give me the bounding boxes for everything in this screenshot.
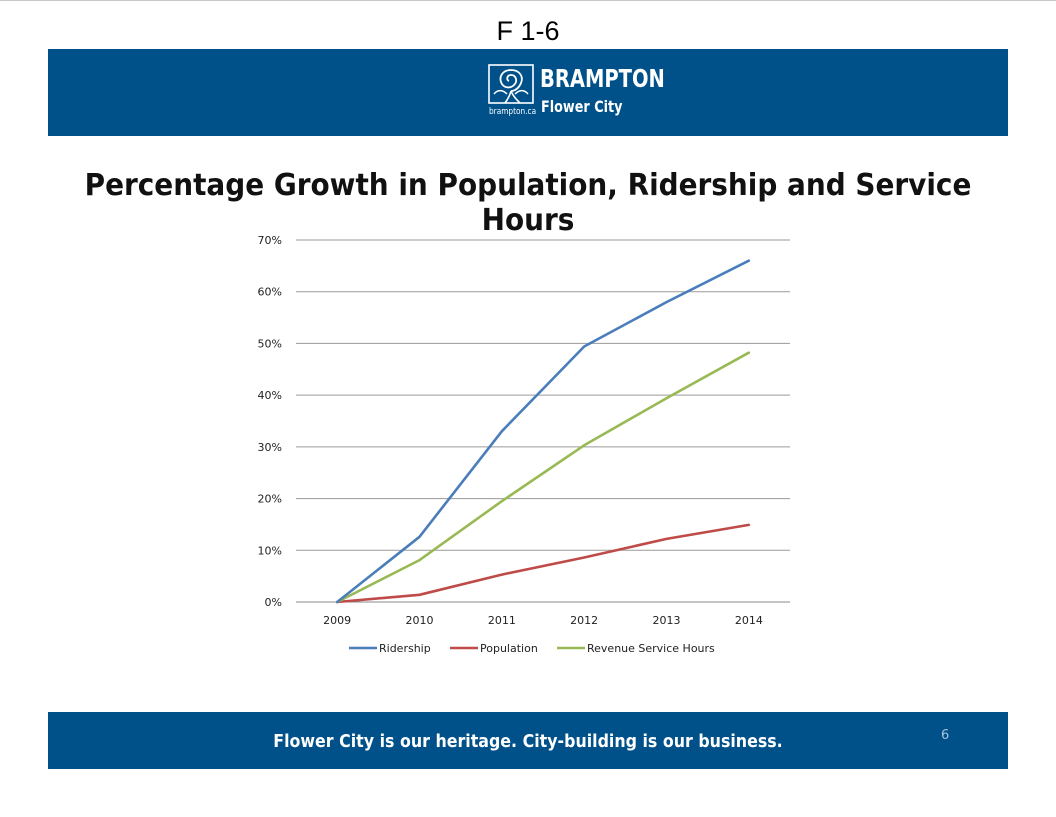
y-tick-label: 0% — [265, 596, 282, 609]
legend-label: Ridership — [379, 642, 431, 655]
y-tick-label: 50% — [258, 337, 282, 350]
y-tick-label: 70% — [258, 234, 282, 247]
legend-label: Revenue Service Hours — [587, 642, 715, 655]
growth-line-chart: 0% 10% 20% 30% 40% 50% 60% 70% 2009 2010 2011 2012 2… — [258, 234, 790, 655]
footer-band: Flower City is our heritage. City-buildi… — [48, 712, 1008, 769]
page-label: F 1-6 — [496, 16, 560, 46]
y-tick-label: 20% — [258, 493, 282, 506]
y-tick-label: 10% — [258, 544, 282, 557]
brand-website: brampton.ca — [489, 107, 537, 117]
x-tick-label: 2012 — [570, 614, 598, 627]
top-rule — [0, 0, 1056, 1]
footer-tagline: Flower City is our heritage. City-buildi… — [273, 731, 783, 752]
y-tick-label: 30% — [258, 441, 282, 454]
series-line-population — [335, 523, 751, 604]
brand-name: BRAMPTON — [540, 64, 665, 93]
x-tick-label: 2014 — [735, 614, 763, 627]
series-line-ridership — [335, 259, 751, 604]
x-tick-label: 2010 — [406, 614, 434, 627]
series-line-revenue-service-hours — [335, 351, 751, 604]
x-tick-label: 2009 — [323, 614, 351, 627]
x-tick-label: 2011 — [488, 614, 516, 627]
header-band: BRAMPTON Flower City brampton.ca — [48, 49, 1008, 136]
x-tick-label: 2013 — [653, 614, 681, 627]
page-number: 6 — [941, 728, 950, 743]
slide-title: Percentage Growth in Population, Ridersh… — [84, 168, 972, 238]
y-tick-label: 60% — [258, 286, 282, 299]
legend-label: Population — [480, 642, 538, 655]
brampton-logo: BRAMPTON Flower City brampton.ca — [488, 62, 668, 124]
y-tick-label: 40% — [258, 389, 282, 402]
brand-subtitle: Flower City — [541, 97, 623, 116]
rose-emblem-icon — [488, 64, 534, 104]
